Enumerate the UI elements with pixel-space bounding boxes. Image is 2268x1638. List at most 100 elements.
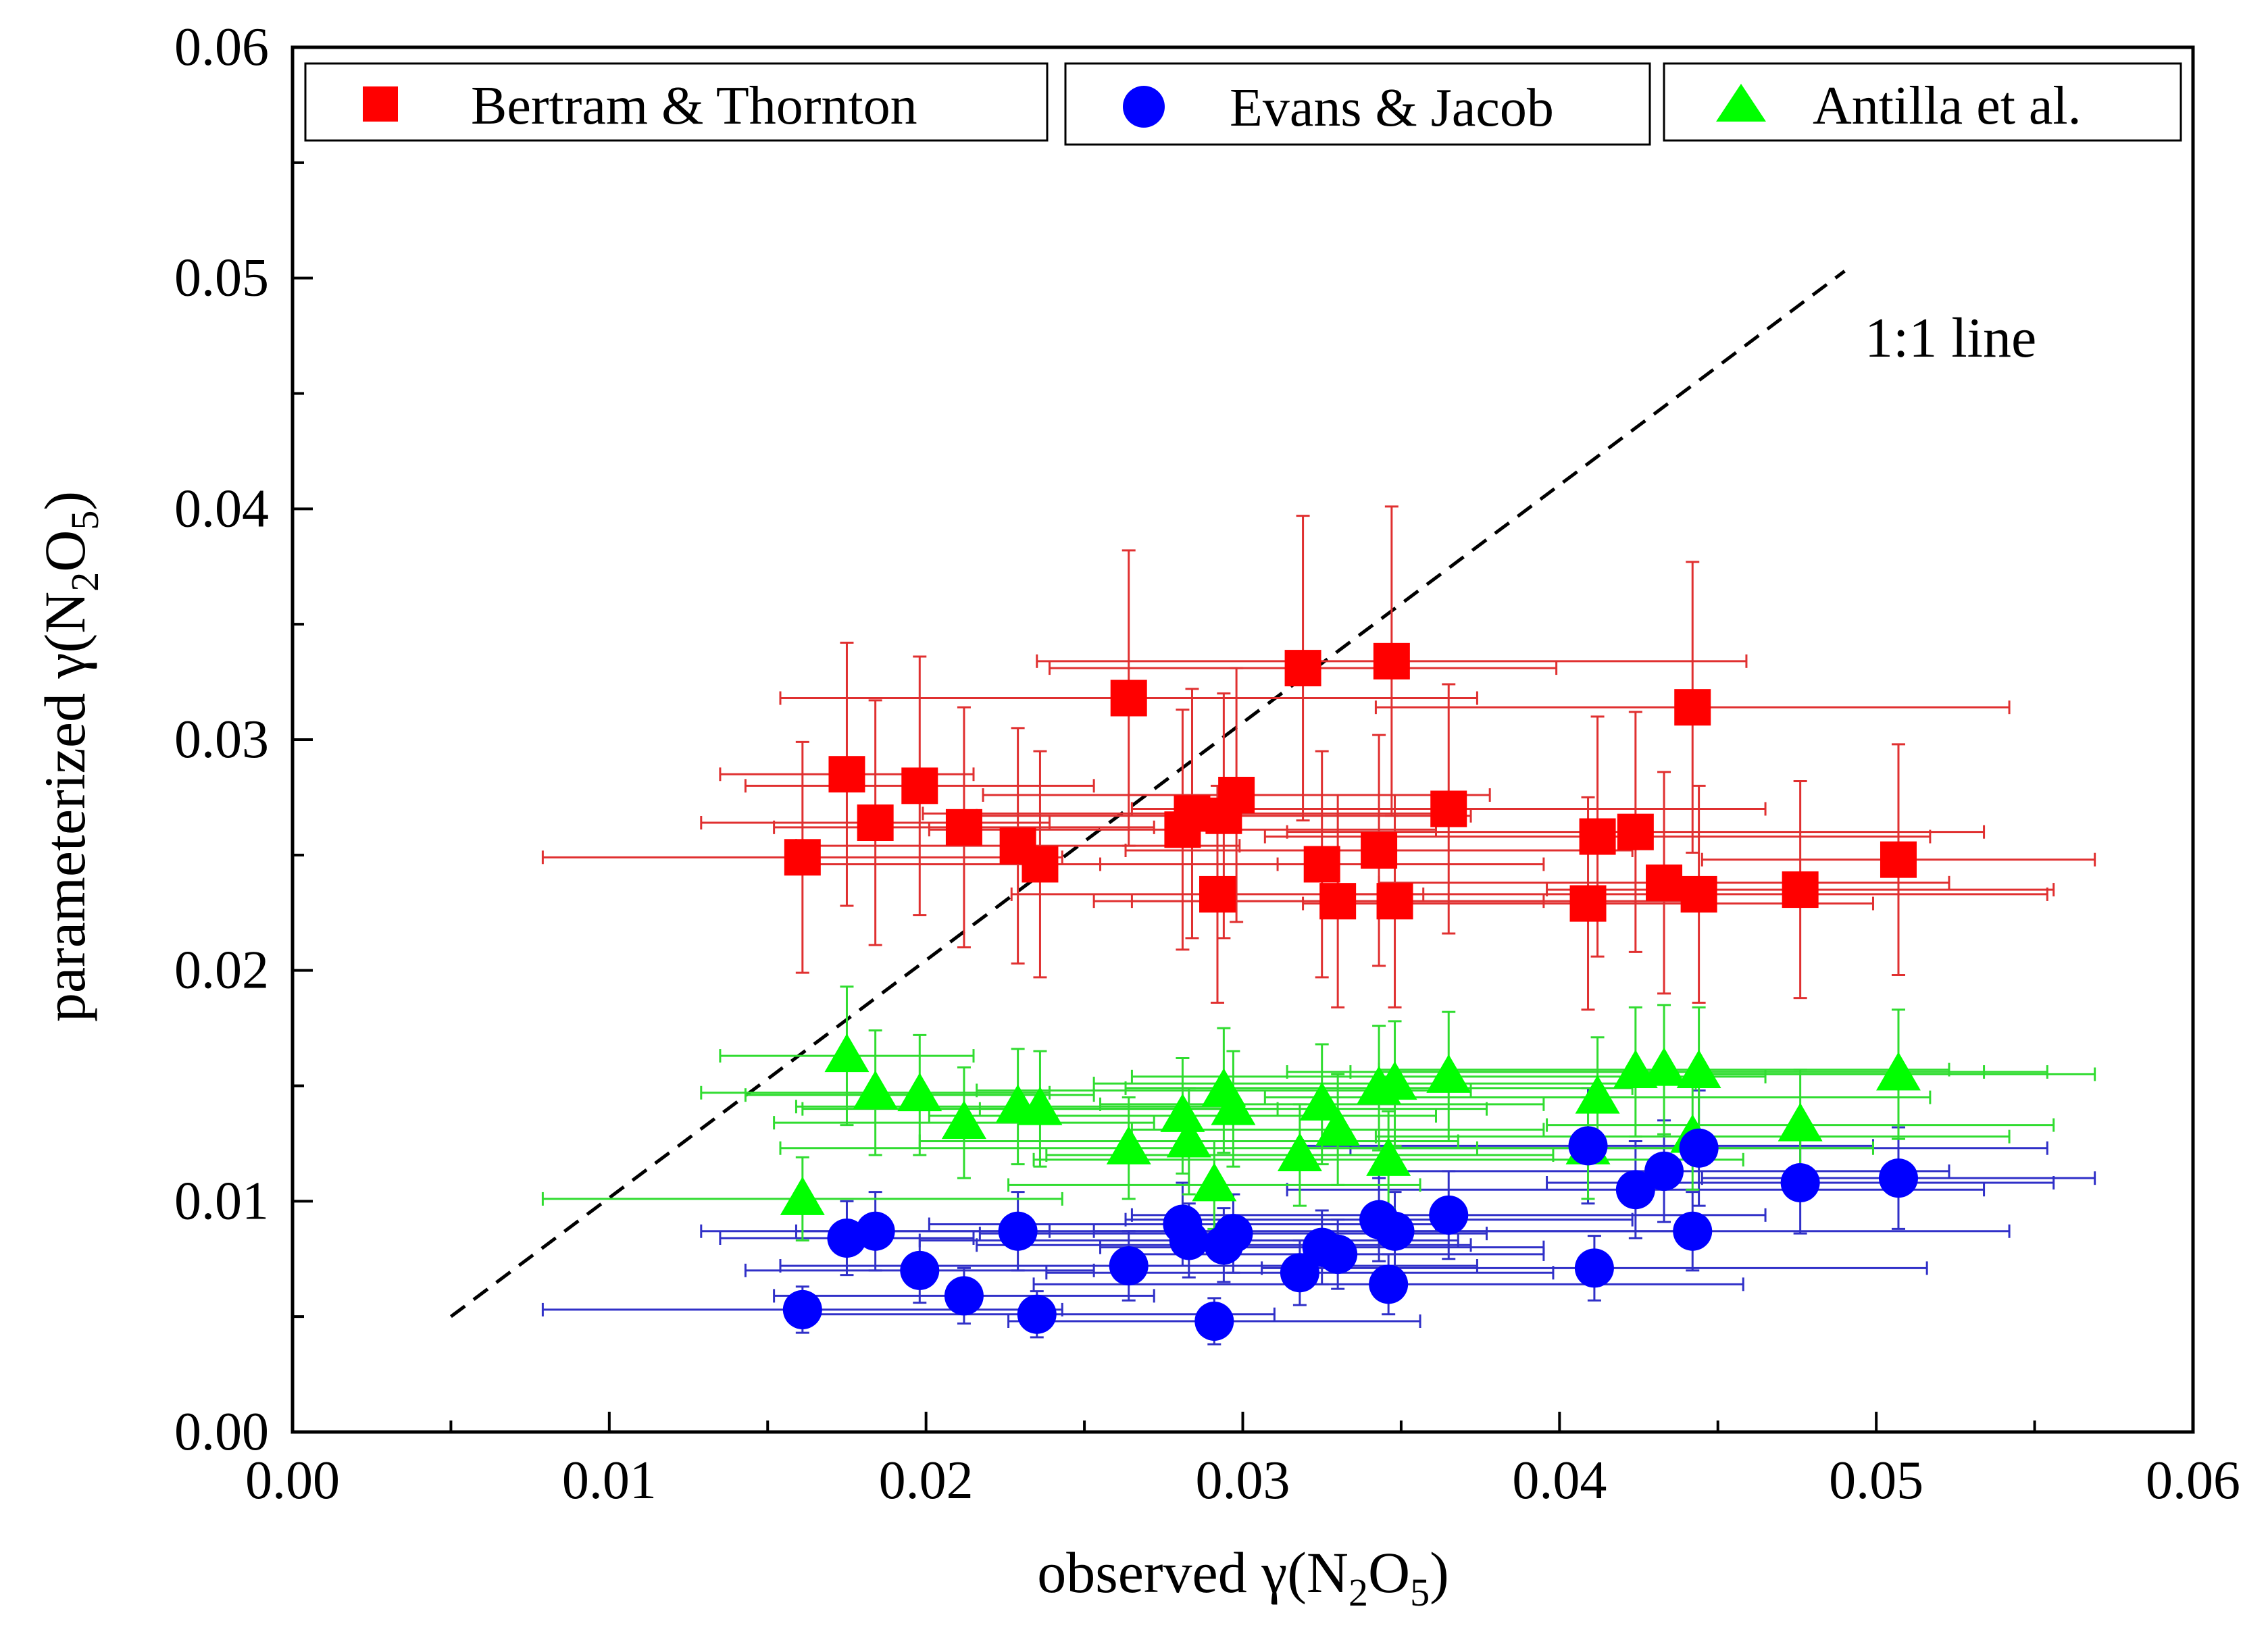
data-markers	[780, 642, 1921, 1341]
triangle-marker	[824, 1033, 870, 1073]
triangle-marker	[780, 1176, 825, 1215]
square-marker	[1284, 650, 1321, 687]
circle-marker	[1574, 1248, 1614, 1288]
circle-marker	[1568, 1126, 1608, 1166]
circle-marker	[1318, 1234, 1358, 1274]
circle-marker	[1878, 1158, 1918, 1198]
square-marker	[1373, 642, 1410, 680]
reference-line-label: 1:1 line	[1865, 307, 2036, 369]
circle-marker	[1615, 1170, 1655, 1210]
x-tick-label: 0.03	[1196, 1451, 1290, 1510]
circle-marker	[1780, 1163, 1820, 1202]
circle-marker	[1017, 1294, 1057, 1334]
square-marker	[828, 756, 865, 793]
y-tick-label: 0.03	[174, 710, 269, 769]
triangle-marker	[897, 1073, 942, 1112]
square-marker	[1376, 883, 1413, 920]
square-marker	[1022, 846, 1059, 883]
plot-area	[291, 45, 2195, 1434]
triangle-marker	[1211, 1086, 1256, 1125]
reference-line	[449, 270, 1846, 1319]
circle-marker	[998, 1211, 1038, 1251]
triangle-marker	[1166, 1119, 1211, 1158]
triangle-marker	[1160, 1093, 1205, 1132]
x-tick-label: 0.05	[1829, 1451, 1923, 1510]
legend-label-bertram: Bertram & Thornton	[471, 76, 917, 136]
triangle-marker	[1875, 1052, 1921, 1091]
triangle-marker	[1366, 1137, 1411, 1176]
x-tick-label: 0.02	[879, 1451, 974, 1510]
square-marker	[1880, 841, 1917, 878]
square-marker	[1218, 777, 1255, 813]
x-tick-label: 0.06	[2146, 1451, 2240, 1510]
square-marker	[1199, 875, 1236, 913]
reference-line-group	[449, 270, 1846, 1319]
y-tick-label: 0.04	[174, 479, 269, 538]
triangle-marker	[1017, 1086, 1063, 1125]
square-marker	[1569, 885, 1607, 922]
legend-swatch-square	[363, 86, 398, 122]
y-tick-label: 0.05	[174, 249, 269, 308]
x-tick-labels: 0.00 0.01 0.02 0.03 0.04 0.05 0.06	[245, 1451, 2240, 1510]
circle-marker	[1644, 1151, 1684, 1191]
triangle-marker	[1299, 1081, 1344, 1121]
square-marker	[1319, 883, 1357, 920]
circle-marker	[1169, 1221, 1209, 1260]
square-marker	[784, 839, 821, 876]
y-tick-label: 0.06	[174, 18, 269, 77]
square-marker	[1430, 790, 1467, 827]
circle-marker	[944, 1276, 984, 1316]
circle-marker	[1369, 1264, 1409, 1304]
triangle-marker	[1372, 1061, 1417, 1100]
legend-label-evans: Evans & Jacob	[1230, 78, 1554, 138]
legend-box-1	[304, 62, 1049, 142]
circle-marker	[1109, 1246, 1149, 1285]
y-axis-title: parameterized γ(N2O5)	[32, 491, 107, 1022]
triangle-marker	[1778, 1102, 1823, 1142]
square-marker	[1361, 832, 1398, 869]
square-marker	[1174, 795, 1211, 832]
triangle-marker	[941, 1100, 986, 1140]
y-tick-label: 0.02	[174, 941, 269, 1000]
square-marker	[901, 767, 938, 804]
circle-marker	[1429, 1195, 1469, 1235]
circle-marker	[782, 1289, 822, 1329]
triangle-marker	[853, 1070, 898, 1109]
square-marker	[1110, 680, 1147, 717]
square-marker	[1579, 818, 1616, 855]
triangle-marker	[1192, 1162, 1237, 1202]
x-tick-label: 0.04	[1512, 1451, 1607, 1510]
circle-marker	[1673, 1211, 1713, 1251]
square-marker	[945, 809, 982, 846]
markers-series-1	[784, 642, 1917, 922]
legend-swatch-triangle	[1716, 84, 1766, 122]
triangle-marker	[1642, 1047, 1687, 1086]
triangle-marker	[1315, 1107, 1361, 1146]
y-tick-labels: 0.00 0.01 0.02 0.03 0.04 0.05 0.06	[174, 18, 269, 1462]
y-tick-label: 0.01	[174, 1171, 269, 1231]
square-marker	[857, 804, 894, 841]
triangle-marker	[1426, 1054, 1471, 1093]
circle-marker	[1213, 1214, 1253, 1254]
legend: Bertram & Thornton Evans & Jacob Antilla…	[304, 62, 2182, 146]
square-marker	[1680, 875, 1717, 913]
legend-swatch-circle	[1123, 86, 1165, 128]
circle-marker	[1375, 1211, 1415, 1251]
x-tick-label: 0.01	[562, 1451, 657, 1510]
square-marker	[1303, 846, 1340, 883]
triangle-marker	[1676, 1050, 1721, 1088]
markers-series-2	[782, 1126, 1918, 1341]
triangle-marker	[1575, 1075, 1620, 1114]
axis-ticks	[291, 46, 2194, 1433]
square-marker	[1674, 689, 1711, 726]
y-tick-label: 0.00	[174, 1402, 269, 1462]
x-tick-label: 0.00	[245, 1451, 340, 1510]
square-marker	[1782, 871, 1819, 908]
circle-marker	[900, 1250, 940, 1290]
circle-marker	[1194, 1302, 1234, 1341]
triangle-marker	[1106, 1125, 1151, 1164]
circle-marker	[1679, 1128, 1719, 1168]
circle-marker	[1280, 1253, 1319, 1293]
legend-label-antilla: Antilla et al.	[1813, 76, 2082, 136]
